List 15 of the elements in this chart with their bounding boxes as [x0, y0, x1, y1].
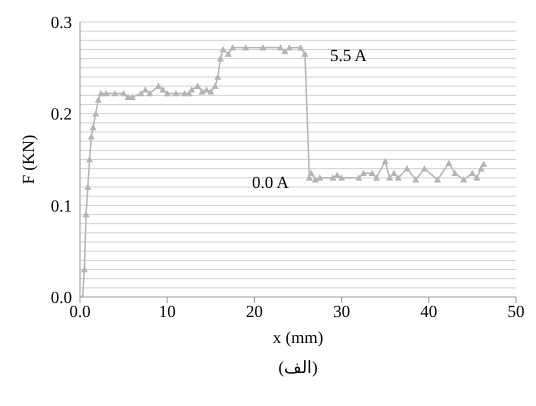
x-tick-label: 10 [158, 302, 176, 322]
x-tick-label: 30 [333, 302, 350, 322]
annotation: 5.5 A [330, 46, 367, 66]
y-tick-label: 0.0 [50, 288, 72, 308]
y-tick-label: 0.1 [50, 196, 72, 216]
annotation: 0.0 A [252, 173, 289, 193]
x-tick-label: 20 [246, 302, 263, 322]
y-tick-label: 0.3 [50, 13, 72, 32]
x-tick-label: 50 [508, 302, 524, 322]
x-tick-label: 40 [420, 302, 438, 322]
y-axis-title: F (KN) [19, 134, 38, 184]
x-tick-label: 0.0 [69, 302, 91, 322]
y-tick-label: 0.2 [50, 104, 72, 124]
x-axis-title: x (mm) [272, 328, 324, 347]
text: (الف) [277, 357, 319, 378]
